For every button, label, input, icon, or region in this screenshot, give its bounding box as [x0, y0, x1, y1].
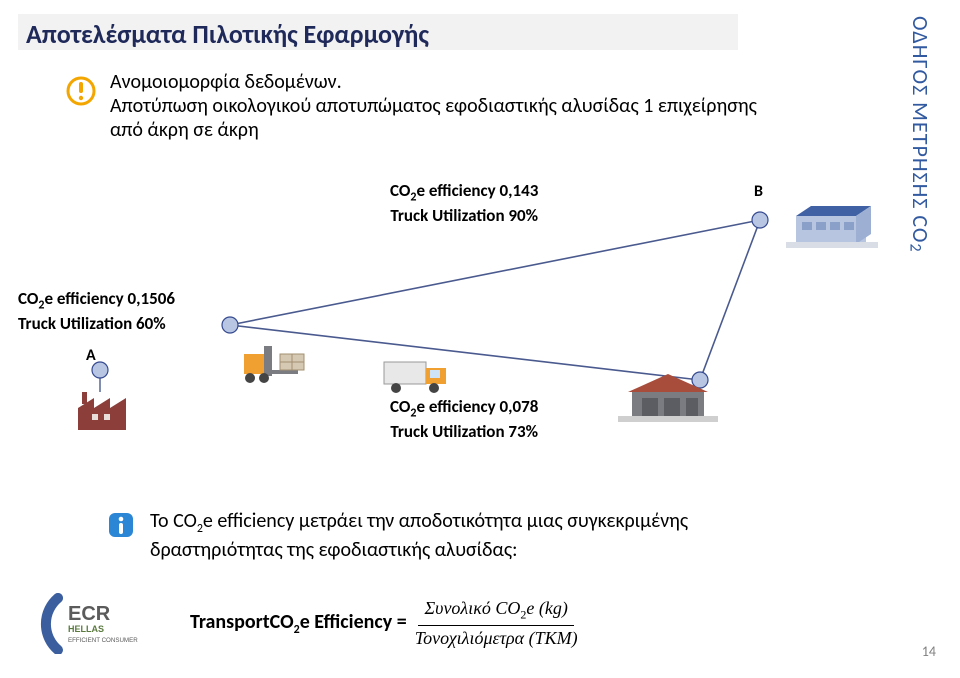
- svg-text:EFFICIENT CONSUMER RESPONSE: EFFICIENT CONSUMER RESPONSE: [68, 637, 138, 644]
- formula-fraction: Συνολικό CO2e (kg) Τονοχιλιόμετρα (TKM): [415, 598, 578, 649]
- node-b-label: B: [754, 182, 763, 201]
- warehouse-icon: [618, 368, 718, 424]
- truck-icon: [380, 352, 456, 396]
- formula: TransportCO2e Efficiency = Συνολικό CO2e…: [190, 598, 578, 649]
- intro-text: Ανομοιομορφία δεδομένων. Αποτύπωση οικολ…: [110, 70, 790, 142]
- factory-icon: [74, 390, 130, 434]
- conclusion-text: Το CO2e efficiency μετράει την αποδοτικό…: [150, 508, 790, 564]
- alert-icon: [66, 76, 96, 106]
- segment-bottom-label: CO2e efficiency 0,078 Truck Utilization …: [390, 396, 538, 443]
- forklift-icon: [240, 340, 320, 390]
- ecr-logo: ECR HELLAS EFFICIENT CONSUMER RESPONSE: [18, 590, 138, 654]
- segment-top-label: CO2e efficiency 0,143 Truck Utilization …: [390, 180, 538, 227]
- segment-left-label: CO2e efficiency 0,1506 Truck Utilization…: [18, 288, 175, 335]
- slide: Αποτελέσματα Πιλοτικής Εφαρμογής ΟΔΗΓΟΣ …: [0, 0, 960, 678]
- supply-chain-diagram: A B CO2e efficiency 0,1506 Truck Utiliza…: [0, 160, 960, 440]
- svg-text:HELLAS: HELLAS: [68, 624, 104, 634]
- svg-text:ECR: ECR: [68, 603, 111, 625]
- node-a-label: A: [86, 346, 96, 365]
- page-title: Αποτελέσματα Πιλοτικής Εφαρμογής: [26, 18, 429, 50]
- intro-line2: Αποτύπωση οικολογικού αποτυπώματος εφοδι…: [110, 94, 757, 142]
- intro-line1: Ανομοιομορφία δεδομένων.: [110, 70, 342, 94]
- title-bar: Αποτελέσματα Πιλοτικής Εφαρμογής: [18, 14, 738, 50]
- info-icon: [106, 510, 136, 540]
- page-number: 14: [922, 643, 936, 660]
- distribution-center-icon: [786, 196, 878, 250]
